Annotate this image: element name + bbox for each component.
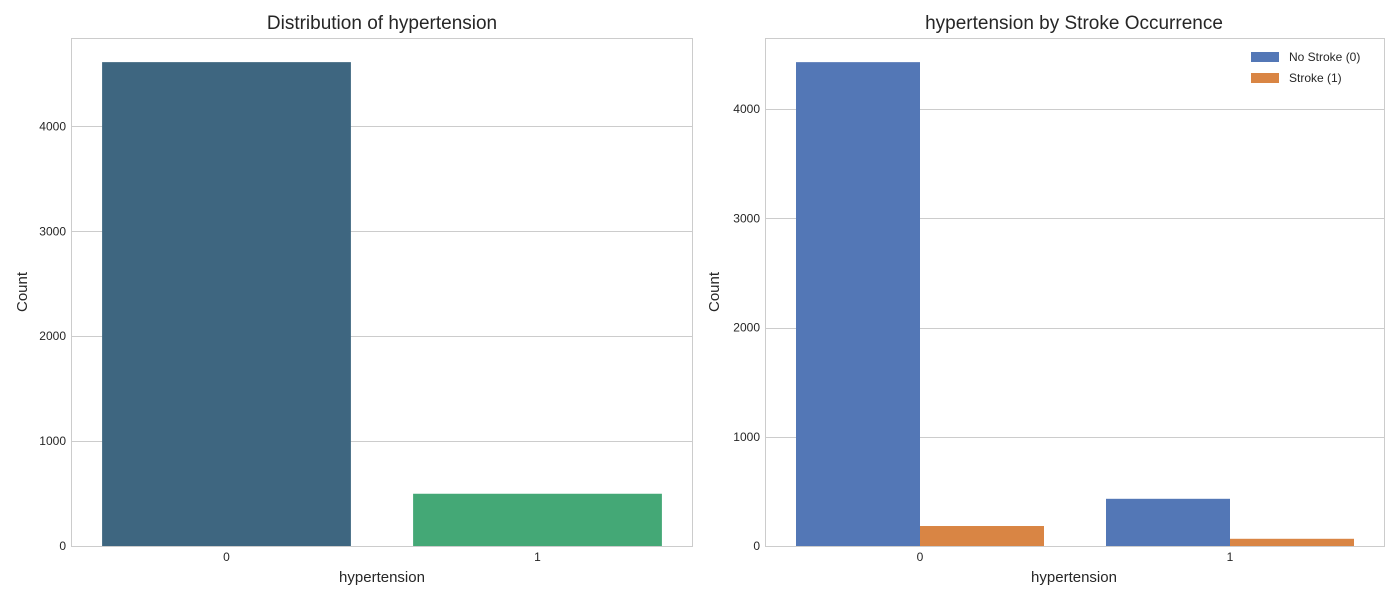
bar-stroke-1--1	[1230, 538, 1354, 546]
y-tick-label: 4000	[39, 119, 66, 133]
chart-hypertension-distribution: Distribution of hypertension hypertensio…	[14, 13, 693, 586]
bar-0	[102, 62, 351, 546]
plot-frame	[71, 38, 693, 547]
y-tick-label: 2000	[39, 329, 66, 343]
legend-swatch	[1251, 52, 1279, 62]
legend-swatch	[1251, 73, 1279, 83]
chart-title: hypertension by Stroke Occurrence	[925, 13, 1223, 34]
bar-stroke-1--0	[920, 526, 1044, 546]
bars	[102, 62, 662, 546]
y-tick-label: 0	[753, 539, 760, 553]
bar-1	[413, 493, 662, 546]
y-axis-label: Count	[14, 271, 31, 312]
x-axis-label: hypertension	[1031, 569, 1117, 586]
y-tick-labels: 0 1000 2000 3000 4000	[733, 102, 760, 553]
x-tick-label: 0	[917, 550, 924, 564]
y-tick-label: 2000	[733, 321, 760, 335]
x-axis-label: hypertension	[339, 569, 425, 586]
bars	[796, 62, 1354, 547]
y-tick-labels: 0 1000 2000 3000 4000	[39, 119, 66, 553]
y-tick-label: 3000	[39, 224, 66, 238]
y-tick-label: 1000	[39, 434, 66, 448]
chart-hypertension-by-stroke: hypertension by Stroke Occurrence hypert…	[706, 13, 1385, 586]
plot-frame	[765, 38, 1385, 547]
bar-no-stroke-0--1	[1106, 498, 1230, 546]
legend-label: No Stroke (0)	[1289, 50, 1360, 64]
legend: No Stroke (0) Stroke (1)	[1251, 50, 1360, 85]
y-tick-label: 3000	[733, 211, 760, 225]
x-tick-label: 1	[1227, 550, 1234, 564]
x-tick-label: 0	[223, 550, 230, 564]
y-tick-label: 4000	[733, 102, 760, 116]
bar-no-stroke-0--0	[796, 62, 920, 547]
chart-title: Distribution of hypertension	[267, 13, 497, 34]
legend-label: Stroke (1)	[1289, 71, 1342, 85]
y-tick-label: 1000	[733, 430, 760, 444]
y-axis-label: Count	[706, 271, 723, 312]
x-tick-label: 1	[534, 550, 541, 564]
y-tick-label: 0	[59, 539, 66, 553]
